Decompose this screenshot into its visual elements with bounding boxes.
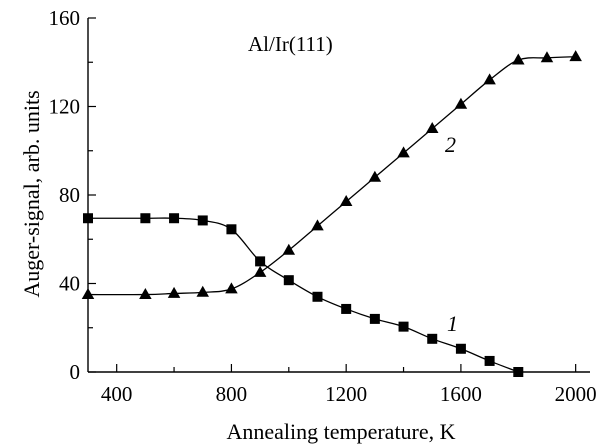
y-tick-label: 40: [59, 272, 80, 296]
y-tick-label: 160: [49, 6, 81, 30]
curve-label-2: 2: [445, 132, 456, 157]
series-1-square-marker: [140, 213, 151, 224]
series-1-square-marker: [169, 213, 180, 224]
series-1-square-marker: [197, 215, 208, 226]
series-1-square-marker: [398, 321, 409, 332]
series-1-square-marker: [255, 256, 266, 267]
x-tick-label: 2000: [555, 382, 597, 406]
series-1-square-marker: [455, 343, 466, 354]
series-1-square-marker: [369, 313, 380, 324]
series-2-triangle-marker: [167, 286, 181, 298]
series-1-square-marker: [312, 291, 323, 302]
series-2-triangle-marker: [569, 50, 582, 62]
series-2-line: [87, 56, 576, 296]
y-tick-label: 120: [49, 95, 81, 119]
series-2-triangle-marker: [483, 73, 496, 85]
curve-label-1: 1: [447, 311, 458, 336]
series-2-triangle-marker: [540, 51, 554, 63]
series-2-triangle-marker: [311, 219, 324, 231]
series-2-triangle-marker: [225, 282, 238, 294]
series-layer: [81, 50, 582, 377]
series-2-triangle-marker: [81, 287, 95, 299]
series-1-square-marker: [513, 367, 524, 377]
series-2-triangle-marker: [339, 195, 353, 207]
series-1-square-marker: [226, 224, 237, 235]
chart-annotation: Al/Ir(111): [248, 32, 333, 56]
x-tick-label: 800: [216, 382, 248, 406]
y-tick-label: 0: [70, 360, 81, 384]
y-tick-label: 80: [59, 183, 80, 207]
x-tick-label: 1600: [440, 382, 482, 406]
ticks: 0 40 80 120 160 400 800 1200 1600 2000: [49, 6, 597, 406]
series-2-triangle-marker: [196, 285, 209, 297]
series-2-triangle-marker: [425, 122, 439, 134]
series-2-triangle-marker: [512, 53, 525, 65]
x-tick-label: 400: [101, 382, 133, 406]
series-2-triangle-marker: [139, 287, 152, 299]
axes: [87, 18, 590, 373]
x-tick-label: 1200: [325, 382, 367, 406]
series-2-triangle-marker: [282, 243, 296, 255]
series-1-square-marker: [283, 275, 294, 286]
series-2-triangle-marker: [253, 265, 267, 277]
series-2-triangle-marker: [397, 146, 410, 158]
series-1-square-marker: [341, 303, 352, 314]
series-2-triangle-marker: [454, 97, 468, 109]
x-axis-title: Annealing temperature, K: [226, 419, 455, 444]
series-1-square-marker: [427, 333, 438, 344]
series-1-square-marker: [484, 355, 495, 366]
y-axis-title: Auger-signal, arb. units: [19, 90, 44, 297]
series-2-triangle-marker: [368, 170, 382, 182]
series-1-square-marker: [83, 213, 93, 224]
